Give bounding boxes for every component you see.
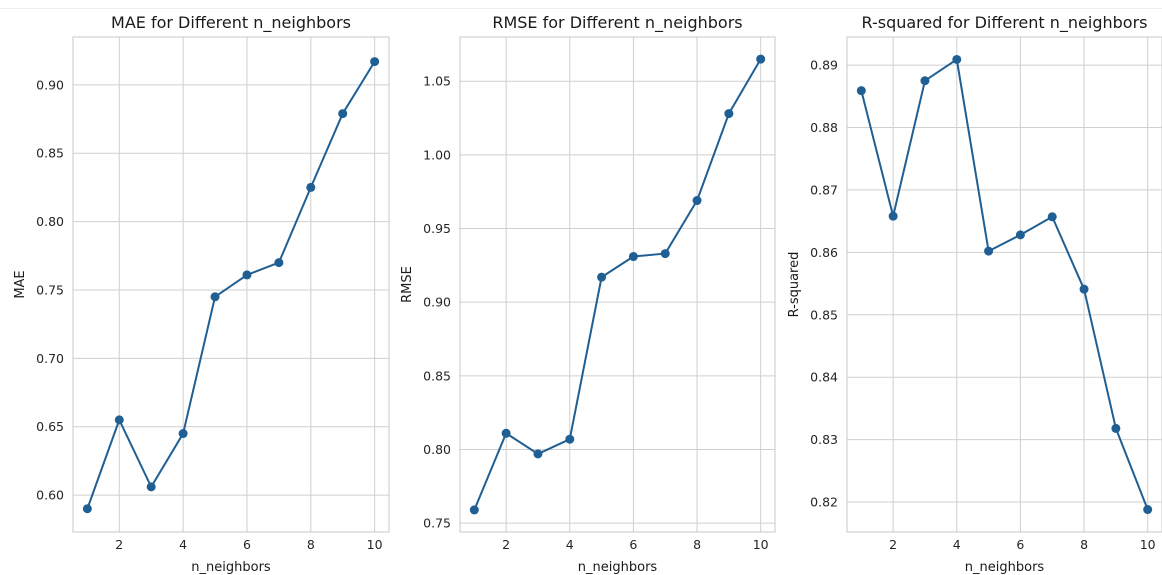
x-tick-label: 6: [629, 537, 637, 552]
data-point: [1079, 284, 1089, 294]
chart-title: R-squared for Different n_neighbors: [861, 13, 1147, 33]
data-point: [501, 428, 511, 438]
data-point: [338, 109, 348, 119]
data-point: [597, 272, 607, 282]
data-point: [565, 434, 575, 444]
plot-frame: [846, 36, 1162, 533]
chart-3: 2 4 6 8 10 0.82 0.83 0.84 0.85 0.86 0.87 0.88 0.89 R-…: [787, 13, 1162, 575]
x-tick-label: 10: [753, 537, 769, 552]
y-tick-label: 0.85: [810, 307, 838, 322]
y-tick-label: 0.75: [36, 282, 64, 297]
data-point: [660, 249, 670, 259]
x-tick-label: 2: [502, 537, 510, 552]
plot-frame: [459, 36, 776, 533]
top-border: [0, 0, 1162, 9]
data-point: [984, 246, 994, 256]
data-point: [306, 182, 316, 192]
data-point: [692, 196, 702, 206]
y-tick-label: 0.60: [36, 488, 64, 503]
y-tick-label: 0.83: [810, 432, 838, 447]
y-axis-label: R-squared: [787, 252, 802, 318]
x-tick-label: 4: [953, 537, 961, 552]
y-tick-label: 0.84: [810, 370, 838, 385]
x-tick-label: 10: [1140, 537, 1156, 552]
x-tick-label: 8: [693, 537, 701, 552]
y-axis-label: MAE: [13, 270, 28, 298]
y-tick-label: 0.89: [810, 58, 838, 73]
x-tick-label: 10: [367, 537, 383, 552]
y-tick-label: 0.88: [810, 120, 838, 135]
x-tick-label: 8: [1080, 537, 1088, 552]
data-point: [1111, 423, 1121, 433]
data-point: [469, 505, 479, 515]
data-point: [1015, 230, 1025, 240]
data-point: [756, 54, 766, 64]
x-tick-label: 2: [889, 537, 897, 552]
series-line: [86, 61, 376, 510]
y-tick-label: 0.90: [36, 77, 64, 92]
chart-2: 2 4 6 8 10 0.75 0.80 0.85 0.90 0.95 1.00 1.05 RMSE f…: [400, 13, 776, 575]
y-tick-label: 0.87: [810, 182, 838, 197]
data-point: [114, 415, 124, 425]
data-point: [82, 504, 92, 514]
x-tick-label: 4: [566, 537, 574, 552]
chart-title: RMSE for Different n_neighbors: [492, 13, 742, 33]
data-point: [724, 109, 734, 119]
y-tick-label: 0.85: [36, 146, 64, 161]
y-tick-label: 0.80: [423, 442, 451, 457]
y-tick-label: 0.75: [423, 516, 451, 531]
x-axis-label: n_neighbors: [191, 560, 271, 575]
data-point: [210, 292, 220, 302]
y-tick-label: 1.00: [423, 147, 451, 162]
y-tick-label: 0.70: [36, 351, 64, 366]
x-tick-label: 8: [307, 537, 315, 552]
data-point: [628, 252, 638, 262]
data-point: [370, 57, 380, 67]
y-tick-label: 0.82: [810, 495, 838, 510]
plot-area: [847, 37, 1162, 532]
y-tick-label: 0.80: [36, 214, 64, 229]
data-point: [533, 449, 543, 459]
y-tick-label: 0.95: [423, 221, 451, 236]
series-line: [860, 58, 1149, 510]
y-axis-label: RMSE: [400, 266, 415, 303]
data-point: [1047, 212, 1057, 222]
data-point: [146, 482, 156, 492]
x-axis-label: n_neighbors: [578, 560, 658, 575]
y-tick-label: 0.90: [423, 295, 451, 310]
chart-1: 2 4 6 8 10 0.60 0.65 0.70 0.75 0.80 0.85 0.90 MAE fo…: [13, 13, 390, 575]
data-point: [274, 258, 284, 268]
data-point: [952, 54, 962, 64]
y-tick-label: 0.65: [36, 419, 64, 434]
x-axis-label: n_neighbors: [965, 560, 1045, 575]
y-tick-label: 1.05: [423, 74, 451, 89]
data-point: [178, 429, 188, 439]
x-tick-label: 6: [243, 537, 251, 552]
data-point: [242, 270, 252, 280]
y-tick-label: 0.85: [423, 368, 451, 383]
plot-frame: [72, 36, 390, 533]
y-tick-label: 0.86: [810, 245, 838, 260]
data-point: [1143, 505, 1153, 515]
x-tick-label: 6: [1016, 537, 1024, 552]
x-tick-label: 4: [179, 537, 187, 552]
chart-title: MAE for Different n_neighbors: [111, 13, 351, 33]
data-point: [856, 86, 866, 96]
x-tick-label: 2: [115, 537, 123, 552]
data-point: [920, 76, 930, 86]
data-point: [888, 211, 898, 221]
series-line: [473, 58, 762, 511]
plot-area: [73, 37, 389, 532]
